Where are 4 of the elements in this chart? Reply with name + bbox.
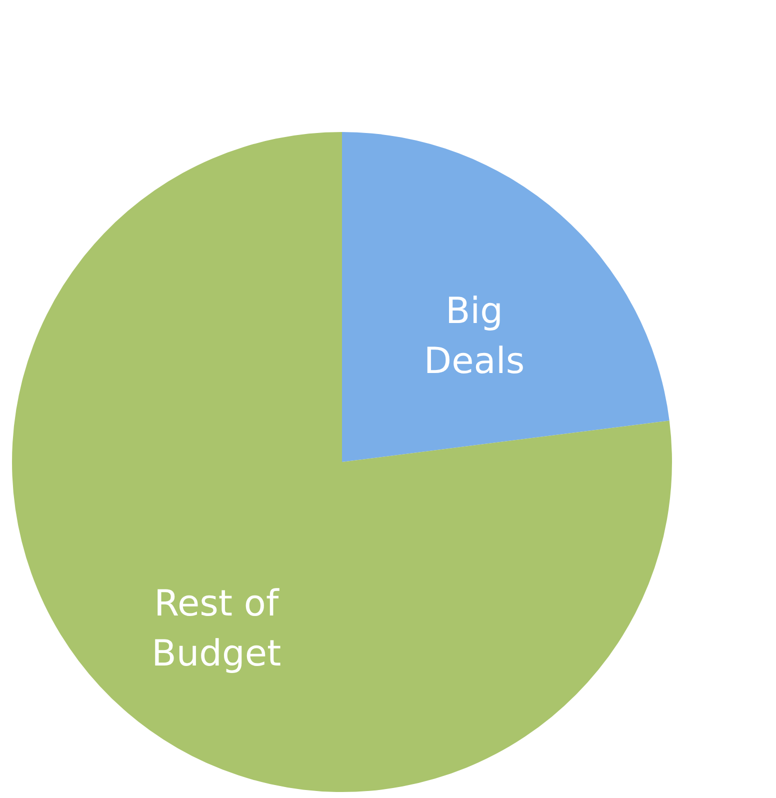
slice-label: Rest of Budget (152, 584, 282, 675)
pie-slice (12, 132, 672, 792)
slice-label: Big Deals (424, 290, 525, 382)
pie-slice (342, 132, 670, 462)
